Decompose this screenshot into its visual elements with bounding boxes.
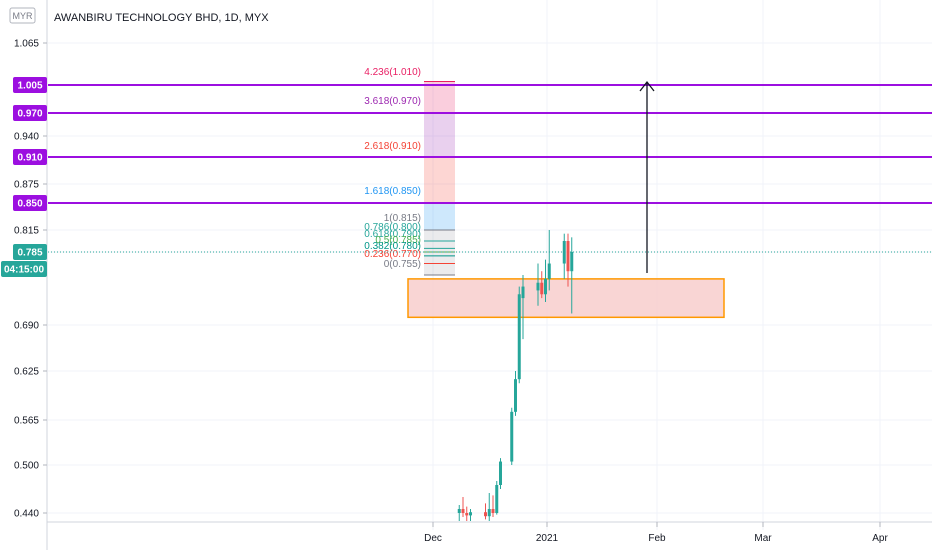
price-tags: 1.005 0.970 0.910 0.850 0.785 04:15:00 (1, 77, 47, 277)
candle-body[interactable] (495, 485, 499, 513)
y-tick-label: 0.500 (14, 461, 39, 472)
candle-body[interactable] (570, 252, 574, 272)
level-price-tag: 0.850 (13, 195, 47, 211)
candle-body[interactable] (547, 263, 551, 279)
fib-level-label: 3.618(0.970) (364, 96, 421, 107)
fib-band (424, 113, 455, 157)
target-arrow (639, 80, 655, 273)
candle-body[interactable] (499, 461, 502, 485)
bar-countdown-tag: 04:15:00 (1, 261, 47, 277)
candle-body[interactable] (566, 241, 570, 272)
arrow-head (639, 80, 655, 92)
level-price-tag: 0.970 (13, 105, 47, 121)
candle-body[interactable] (544, 278, 547, 295)
y-tick-label: 0.875 (14, 180, 39, 191)
fib-band (424, 203, 455, 230)
fib-band (424, 81, 455, 113)
y-tick-label: 0.565 (14, 416, 39, 427)
candle-body[interactable] (510, 411, 514, 462)
level-price-tag: 1.005 (13, 77, 47, 93)
x-tick-label: Dec (424, 533, 442, 544)
candle-body[interactable] (491, 509, 495, 513)
fib-level-label: 0.5(0.785) (375, 235, 421, 246)
svg-text:0.970: 0.970 (17, 109, 42, 120)
y-tick-label: 0.625 (14, 367, 39, 378)
chart-title: AWANBIRU TECHNOLOGY BHD, 1D, MYX (54, 12, 269, 24)
fib-level-label: 0.236(0.770) (364, 249, 421, 260)
y-tick-label: 0.690 (14, 321, 39, 332)
candle-body[interactable] (562, 241, 566, 264)
last-price-tag: 0.785 (13, 244, 47, 260)
y-tick-label: 0.815 (14, 226, 39, 237)
svg-text:04:15:00: 04:15:00 (4, 265, 44, 276)
candle-body[interactable] (457, 509, 461, 513)
svg-text:0.850: 0.850 (17, 199, 42, 210)
fib-level-label: 0(0.755) (384, 259, 421, 270)
svg-text:0.910: 0.910 (17, 153, 42, 164)
candle-body[interactable] (540, 282, 544, 295)
y-tick-label: 0.440 (14, 509, 39, 520)
candle-body[interactable] (487, 509, 491, 517)
candle-body[interactable] (484, 512, 487, 517)
candle-body[interactable] (514, 379, 517, 412)
fib-level-label: 4.236(1.010) (364, 67, 421, 78)
x-tick-label: Mar (754, 533, 772, 544)
fib-band (424, 157, 455, 203)
horizontal-levels (48, 84, 932, 253)
chart-grid (48, 0, 932, 530)
candle-body[interactable] (469, 512, 472, 516)
currency-badge[interactable]: MYR (9, 7, 36, 24)
candle-body[interactable] (521, 286, 525, 299)
candle-body[interactable] (461, 509, 465, 513)
support-zone (407, 278, 725, 319)
fib-level-label: 0.618(0.790) (364, 229, 421, 240)
time-axis: Dec 2021 Feb Mar Apr (47, 521, 932, 544)
candle-body[interactable] (465, 513, 469, 516)
candle-body[interactable] (536, 282, 540, 291)
level-price-tag: 0.910 (13, 149, 47, 165)
svg-text:0.785: 0.785 (17, 248, 42, 259)
y-tick-label: 1.065 (14, 39, 39, 50)
candle-body[interactable] (517, 294, 521, 380)
x-tick-label: Feb (648, 533, 666, 544)
y-tick-label: 0.940 (14, 132, 39, 143)
fib-level-label: 0.786(0.800) (364, 222, 421, 233)
support-zone-box[interactable] (407, 278, 725, 319)
svg-text:1.005: 1.005 (17, 81, 42, 92)
currency-badge-label: MYR (13, 11, 34, 21)
fib-level-label: 2.618(0.910) (364, 141, 421, 152)
fib-level-label: 1(0.815) (384, 213, 421, 224)
fib-level-label: 0.382(0.780) (364, 241, 421, 252)
fib-band (424, 230, 455, 276)
fibonacci-extension: 4.236(1.010) 3.618(0.970) 2.618(0.910) 1.61… (364, 67, 455, 276)
x-tick-label: Apr (872, 533, 888, 544)
fib-level-label: 1.618(0.850) (364, 186, 421, 197)
x-tick-label: 2021 (536, 533, 559, 544)
candlestick-series (457, 230, 574, 521)
